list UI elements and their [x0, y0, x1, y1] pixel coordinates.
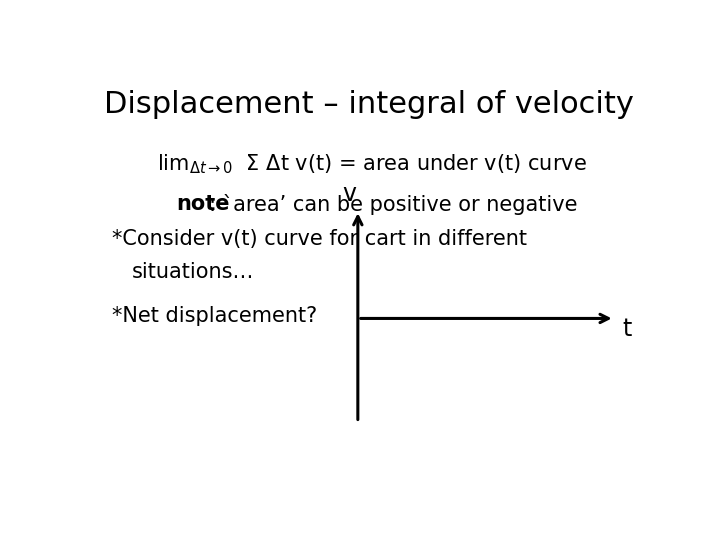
Text: : `area’ can be positive or negative: : `area’ can be positive or negative: [209, 194, 577, 215]
Text: situations…: situations…: [132, 262, 254, 282]
Text: Displacement – integral of velocity: Displacement – integral of velocity: [104, 90, 634, 119]
Text: t: t: [622, 317, 631, 341]
Text: lim$_{\Delta t\to 0}$  Σ Δt v(t) = area under v(t) curve: lim$_{\Delta t\to 0}$ Σ Δt v(t) = area u…: [157, 152, 587, 176]
Text: v: v: [342, 182, 356, 206]
Text: *Consider v(t) curve for cart in different: *Consider v(t) curve for cart in differe…: [112, 229, 527, 249]
Text: note: note: [176, 194, 230, 214]
Text: *Net displacement?: *Net displacement?: [112, 306, 318, 326]
